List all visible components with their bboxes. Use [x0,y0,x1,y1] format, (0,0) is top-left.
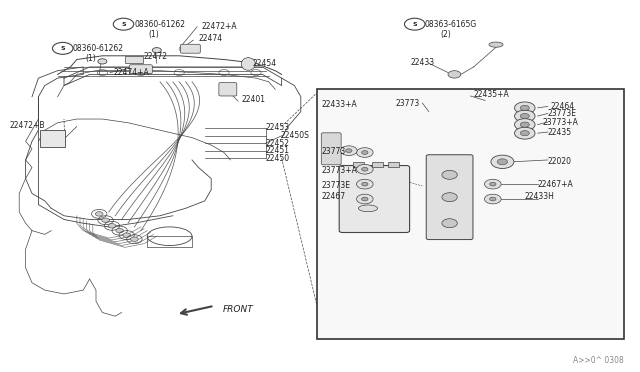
Text: 22450: 22450 [266,154,290,163]
Text: 23773: 23773 [322,147,346,156]
Circle shape [484,179,501,189]
Text: 23773E: 23773E [547,109,576,118]
Circle shape [442,219,458,228]
Text: 22472+A: 22472+A [202,22,237,31]
Circle shape [362,197,368,201]
Ellipse shape [489,42,503,47]
Text: 22452: 22452 [266,139,289,148]
Text: S: S [412,22,417,27]
Text: 22467+A: 22467+A [538,180,573,189]
Circle shape [491,155,514,169]
Circle shape [123,233,131,237]
Text: (1): (1) [85,54,96,63]
Circle shape [108,224,116,228]
Circle shape [520,131,529,136]
Text: 22453: 22453 [266,124,290,132]
Circle shape [102,218,109,222]
Text: 22464: 22464 [550,102,575,111]
Circle shape [116,228,124,233]
Bar [372,162,383,167]
Circle shape [520,122,529,127]
Circle shape [448,71,461,78]
Text: 22472: 22472 [143,52,168,61]
Text: 22433+A: 22433+A [322,100,358,109]
Circle shape [490,182,496,186]
Circle shape [520,105,529,110]
Text: (2): (2) [440,30,451,39]
Text: 23773E: 23773E [322,181,351,190]
Bar [388,162,399,167]
Circle shape [490,197,496,201]
Bar [125,56,143,63]
FancyBboxPatch shape [129,65,152,74]
Circle shape [515,127,535,139]
Circle shape [131,237,138,241]
Circle shape [497,159,508,165]
Text: 22454: 22454 [253,59,277,68]
Circle shape [362,167,368,171]
Text: 22435: 22435 [547,128,572,137]
Circle shape [362,182,368,186]
Circle shape [362,151,368,154]
Circle shape [515,119,535,131]
Circle shape [340,146,357,155]
Text: A>>0^ 0308: A>>0^ 0308 [573,356,624,365]
Text: 22020: 22020 [547,157,572,166]
Circle shape [95,212,103,216]
Bar [147,236,192,247]
Circle shape [484,194,501,204]
Text: 22435+A: 22435+A [474,90,509,99]
FancyBboxPatch shape [321,133,341,165]
Text: 23773: 23773 [396,99,420,108]
Text: 22433H: 22433H [525,192,555,201]
Text: S: S [60,46,65,51]
Circle shape [356,148,373,157]
Text: 08360-61262: 08360-61262 [72,44,124,53]
FancyBboxPatch shape [180,44,200,53]
Text: 22474: 22474 [198,34,223,43]
Text: 23773+A: 23773+A [322,166,358,175]
Circle shape [442,170,458,179]
Text: 23773+A: 23773+A [543,118,579,126]
Circle shape [442,193,458,202]
Circle shape [356,194,373,204]
Ellipse shape [241,58,255,70]
Circle shape [356,179,373,189]
Text: (1): (1) [148,30,159,39]
Bar [353,162,364,167]
Circle shape [515,110,535,122]
Circle shape [346,149,352,153]
Text: S: S [121,22,126,27]
Bar [317,89,624,339]
Text: 22450S: 22450S [280,131,309,140]
Text: 08363-6165G: 08363-6165G [425,20,477,29]
Text: 22467: 22467 [322,192,346,201]
Text: 22433: 22433 [411,58,435,67]
Circle shape [98,59,107,64]
Text: 08360-61262: 08360-61262 [134,20,186,29]
Circle shape [515,102,535,114]
FancyBboxPatch shape [219,83,237,96]
Text: 22451: 22451 [266,146,289,155]
Circle shape [152,48,161,53]
Text: FRONT: FRONT [223,305,253,314]
Text: 22474+A: 22474+A [114,68,150,77]
FancyBboxPatch shape [339,166,410,232]
Circle shape [520,113,529,119]
FancyBboxPatch shape [426,155,473,240]
Circle shape [356,164,373,174]
Bar [40,130,65,147]
Ellipse shape [358,205,378,212]
Text: 22401: 22401 [242,95,266,104]
Text: 22472+B: 22472+B [10,121,45,130]
